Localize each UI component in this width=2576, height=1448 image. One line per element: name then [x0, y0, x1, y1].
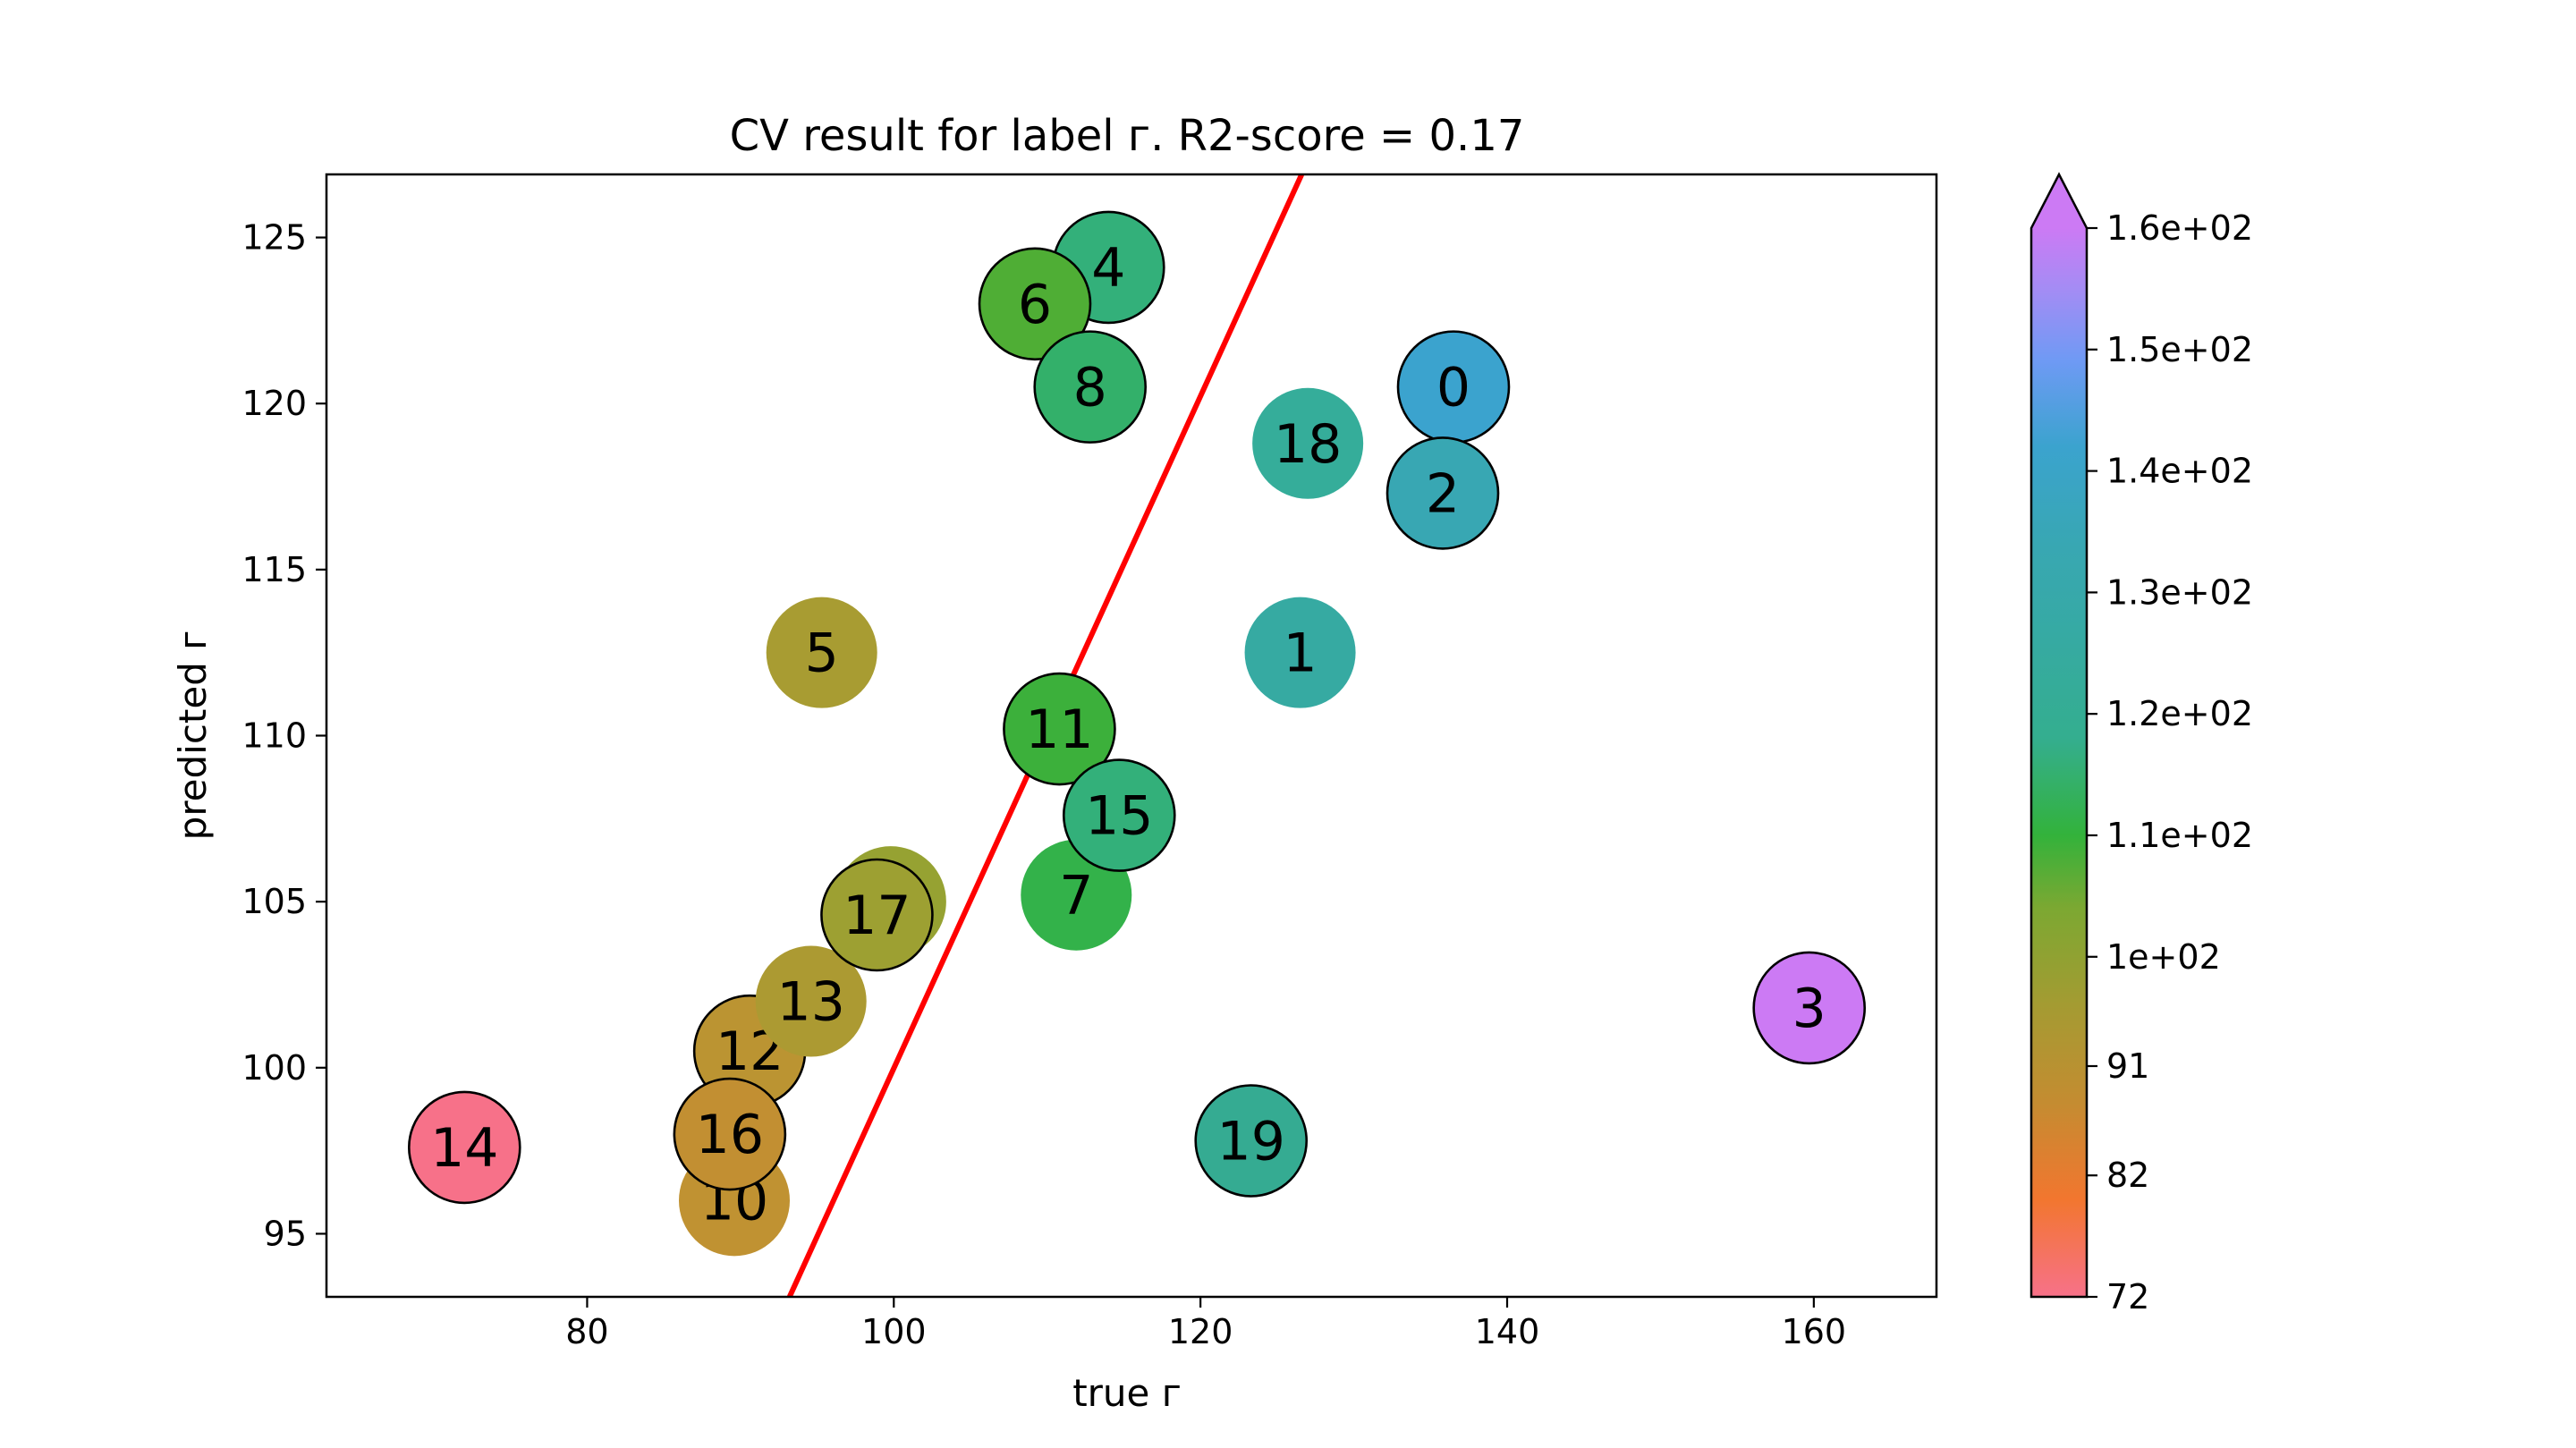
y-axis-label: predicted г	[171, 631, 215, 841]
x-axis: 80 100 120 140 160	[565, 1297, 1846, 1351]
point-label: 1	[1283, 622, 1317, 685]
scatter-point: 6	[978, 247, 1092, 361]
scatter-point: 16	[673, 1077, 787, 1191]
x-tick-label: 140	[1475, 1312, 1540, 1351]
colorbar-gradient	[2031, 228, 2087, 1297]
point-label: 3	[1792, 978, 1826, 1040]
point-marker	[1252, 387, 1364, 499]
colorbar-tick-label: 1.5e+02	[2106, 330, 2253, 369]
point-label: 15	[1085, 785, 1153, 848]
scatter-point: 2	[1385, 436, 1500, 550]
colorbar-extend-arrow	[2031, 174, 2087, 228]
x-tick-label: 100	[861, 1312, 927, 1351]
point-label: 0	[1436, 357, 1470, 419]
point-marker	[1385, 436, 1500, 550]
colorbar-tick-label: 91	[2106, 1046, 2149, 1086]
scatter-point: 18	[1252, 387, 1364, 499]
y-tick-label: 125	[242, 218, 307, 258]
colorbar-tick-label: 82	[2106, 1156, 2149, 1195]
x-tick-label: 80	[565, 1312, 608, 1351]
scatter-point: 17	[820, 858, 934, 972]
plot-area: 012345678910111213141516171819	[325, 173, 1938, 1299]
scatter-point: 1	[1244, 597, 1356, 708]
colorbar-tick-label: 1e+02	[2106, 937, 2221, 977]
point-label: 7	[1059, 865, 1093, 927]
scatter-point: 15	[1062, 758, 1176, 872]
x-tick-label: 120	[1168, 1312, 1233, 1351]
scatter-point: 3	[1752, 951, 1867, 1065]
scatter-point: 11	[1003, 672, 1116, 786]
colorbar-tick-label: 1.2e+02	[2106, 694, 2253, 733]
point-marker	[407, 1090, 521, 1205]
scatter-point: 14	[407, 1090, 521, 1205]
point-marker	[673, 1077, 787, 1191]
point-label: 8	[1073, 357, 1107, 419]
scatter-point: 13	[755, 945, 867, 1057]
x-tick-label: 160	[1782, 1312, 1847, 1351]
point-label: 17	[843, 885, 911, 947]
colorbar-tick-label: 1.3e+02	[2106, 572, 2253, 612]
point-label: 19	[1217, 1110, 1285, 1173]
point-label: 18	[1274, 413, 1342, 476]
point-label: 14	[430, 1117, 498, 1180]
point-marker	[820, 858, 934, 972]
colorbar-tick-label: 1.6e+02	[2106, 208, 2253, 248]
point-label: 11	[1025, 699, 1093, 761]
scatter-point: 8	[1033, 330, 1148, 444]
colorbar-tick-label: 1.4e+02	[2106, 452, 2253, 491]
y-tick-label: 100	[242, 1048, 307, 1088]
point-label: 16	[696, 1104, 764, 1166]
point-marker	[755, 945, 867, 1057]
scatter-point: 19	[1194, 1084, 1309, 1198]
y-axis: 95 100 105 110 115 120 125	[242, 218, 326, 1253]
point-label: 4	[1091, 237, 1125, 300]
colorbar: 72 82 91 1e+02 1.1e+02 1.2e+02 1.3e+02 1.4e+02 1…	[2029, 172, 2253, 1317]
scatter-point: 5	[766, 597, 877, 708]
y-tick-label: 120	[242, 384, 307, 423]
colorbar-tick-label: 1.1e+02	[2106, 816, 2253, 855]
colorbar-frame	[2029, 172, 2089, 1299]
x-axis-label: true г	[1072, 1371, 1182, 1415]
point-label: 6	[1018, 274, 1052, 336]
point-marker	[978, 247, 1092, 361]
point-marker	[1194, 1084, 1309, 1198]
point-marker	[1062, 758, 1176, 872]
point-label: 2	[1426, 462, 1460, 525]
y-tick-label: 105	[242, 882, 307, 921]
y-tick-label: 110	[242, 716, 307, 756]
y-tick-label: 95	[264, 1214, 307, 1253]
scatter-point: 0	[1396, 330, 1511, 444]
point-label: 13	[777, 971, 845, 1034]
point-marker	[1003, 672, 1116, 786]
point-marker	[1033, 330, 1148, 444]
point-marker	[766, 597, 877, 708]
chart-title: CV result for label г. R2-score = 0.17	[730, 111, 1525, 161]
y-tick-label: 115	[242, 550, 307, 589]
colorbar-tick-label: 72	[2106, 1277, 2149, 1317]
point-marker	[1244, 597, 1356, 708]
point-marker	[1752, 951, 1867, 1065]
point-label: 5	[805, 622, 839, 685]
